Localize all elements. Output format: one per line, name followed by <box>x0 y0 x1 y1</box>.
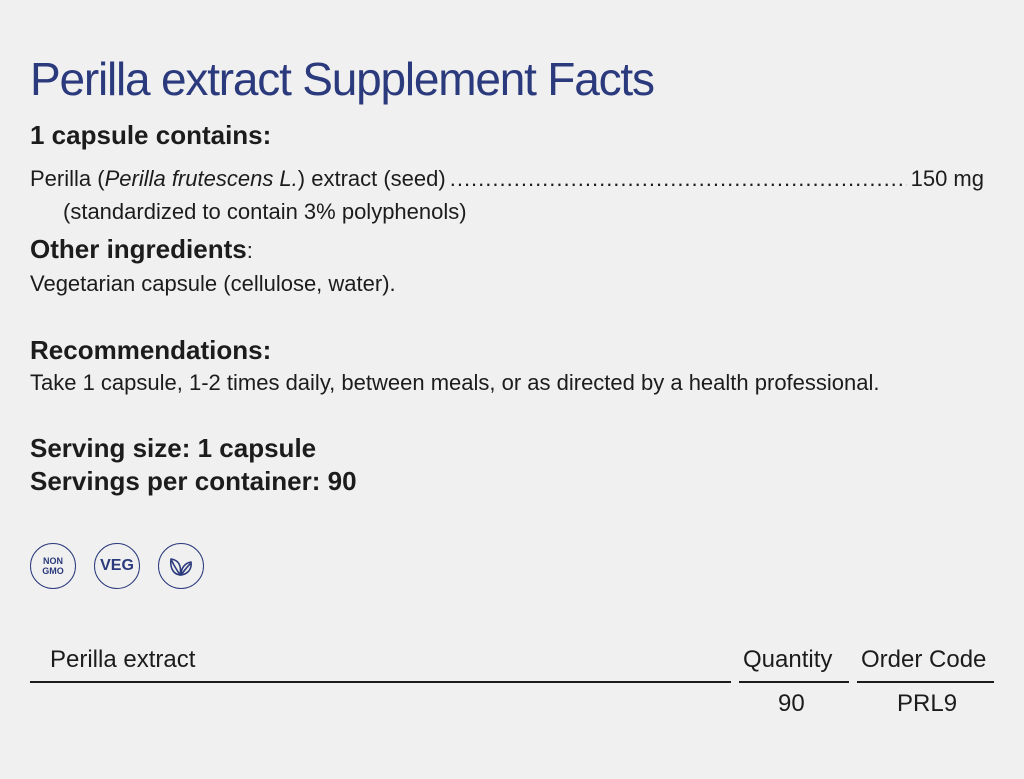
leader-dots: ........................................… <box>449 166 907 191</box>
other-heading-text: Other ingredients <box>30 234 247 264</box>
table-header-order-code: Order Code <box>861 646 987 673</box>
ingredient-name-post: ) extract (seed) <box>297 166 446 191</box>
ingredient-row: Perilla (Perilla frutescens L.) extract … <box>30 166 984 192</box>
divider-gap <box>731 681 739 683</box>
table-header-product: Perilla extract <box>50 646 196 673</box>
serving-size: Serving size: 1 capsule <box>30 433 317 463</box>
non-gmo-line2: GMO <box>42 566 64 576</box>
contains-heading: 1 capsule contains: <box>30 120 272 150</box>
servings-per-container: Servings per container: 90 <box>30 466 357 496</box>
leaf-icon <box>158 543 204 589</box>
recommendations-text: Take 1 capsule, 1-2 times daily, between… <box>30 370 880 395</box>
ingredient-name-pre: Perilla ( <box>30 166 105 191</box>
page-title: Perilla extract Supplement Facts <box>30 53 655 105</box>
table-cell-quantity: 90 <box>778 690 805 717</box>
divider-gap <box>849 681 857 683</box>
table-header-divider <box>30 681 994 683</box>
ingredient-name: Perilla (Perilla frutescens L.) extract … <box>30 166 446 192</box>
non-gmo-line1: NON <box>43 556 63 566</box>
table-cell-order-code: PRL9 <box>897 690 958 717</box>
table-header-quantity: Quantity <box>743 646 833 673</box>
ingredient-note: (standardized to contain 3% polyphenols) <box>63 199 467 224</box>
veg-icon: VEG <box>94 543 140 589</box>
non-gmo-icon: NON GMO <box>30 543 76 589</box>
ingredient-amount: 150 mg <box>910 166 984 191</box>
recommendations-heading: Recommendations: <box>30 335 272 365</box>
other-ingredients-text: Vegetarian capsule (cellulose, water). <box>30 271 396 296</box>
other-heading-colon: : <box>246 238 253 263</box>
veg-label: VEG <box>100 557 134 574</box>
ingredient-latin-name: Perilla frutescens L. <box>104 166 298 191</box>
badge-row: NON GMO VEG <box>30 543 204 589</box>
other-ingredients-heading: Other ingredients: <box>30 234 253 265</box>
